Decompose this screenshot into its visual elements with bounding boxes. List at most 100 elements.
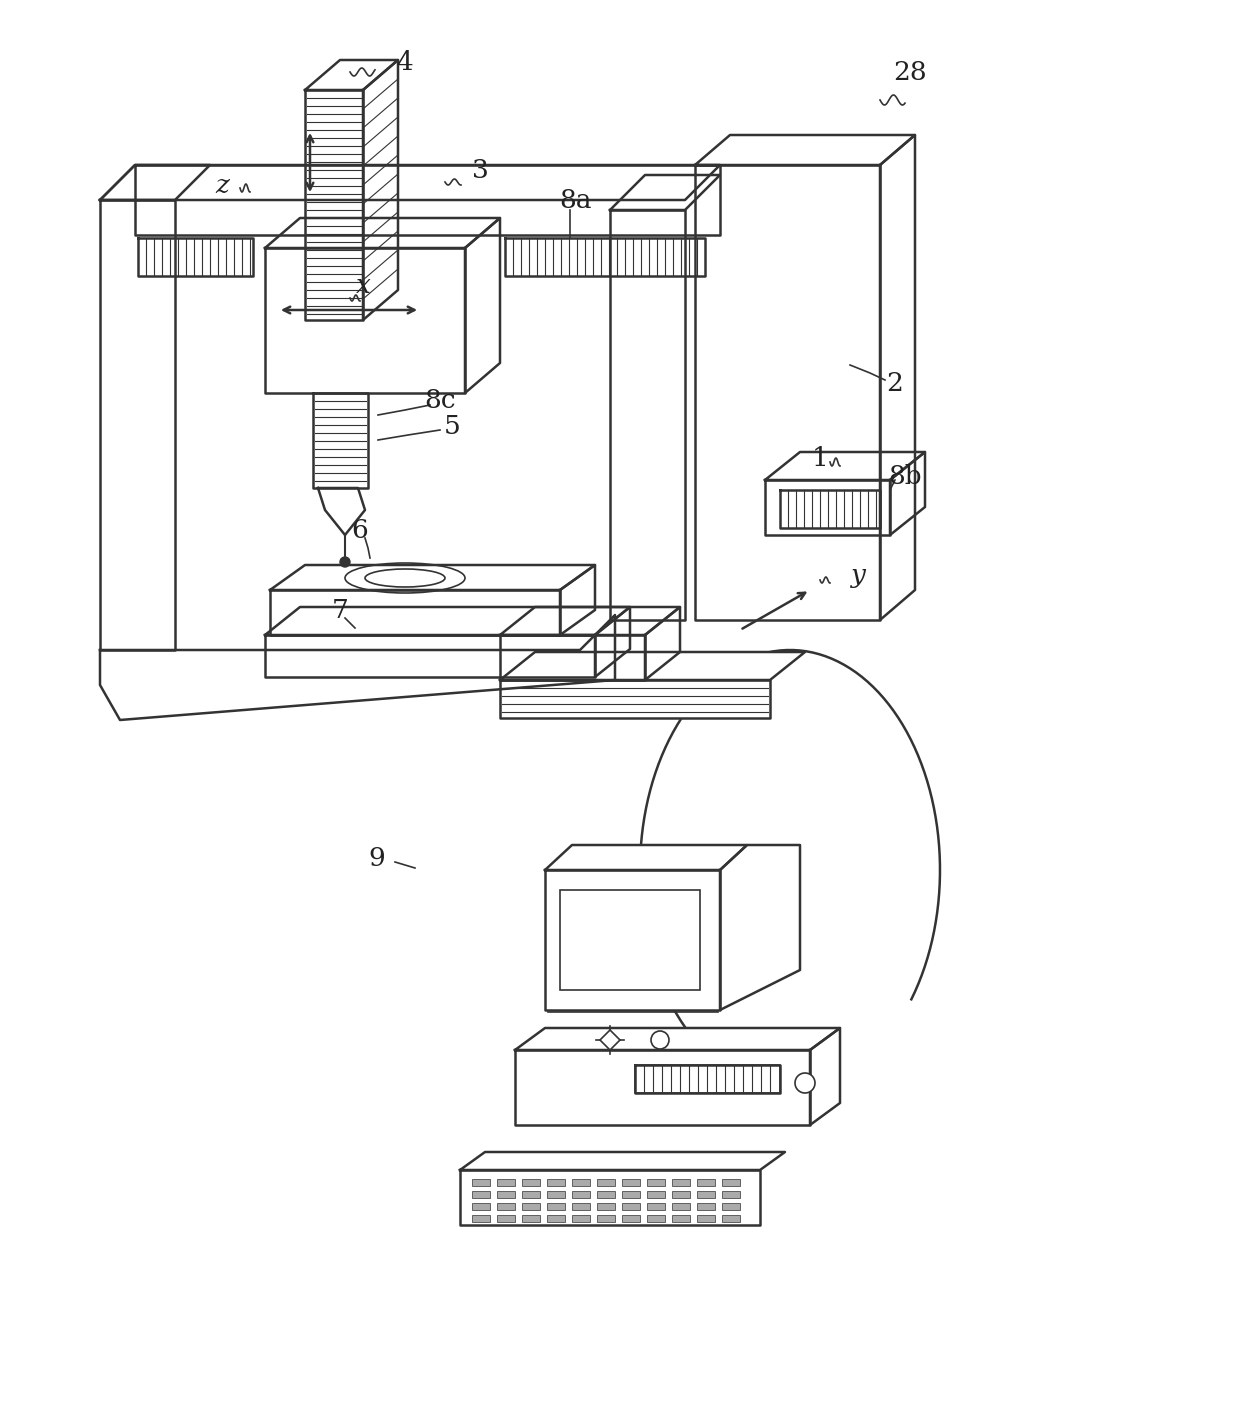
Bar — [547, 1215, 565, 1222]
Bar — [472, 1203, 490, 1210]
Text: 4: 4 — [397, 49, 413, 74]
Polygon shape — [610, 176, 720, 209]
Text: 8b: 8b — [888, 464, 921, 489]
Polygon shape — [500, 607, 680, 635]
Polygon shape — [363, 60, 398, 320]
Polygon shape — [595, 607, 630, 677]
Polygon shape — [270, 565, 595, 590]
Polygon shape — [100, 615, 615, 719]
Bar — [572, 1215, 590, 1222]
Bar — [672, 1191, 689, 1198]
Text: 8a: 8a — [559, 187, 593, 212]
Text: x: x — [356, 273, 371, 298]
Bar — [647, 1215, 665, 1222]
Text: 7: 7 — [331, 597, 348, 622]
Bar — [547, 1179, 565, 1186]
Polygon shape — [810, 1028, 839, 1125]
Bar — [596, 1179, 615, 1186]
Polygon shape — [305, 60, 398, 90]
Polygon shape — [270, 590, 560, 635]
Polygon shape — [460, 1170, 760, 1225]
Text: 3: 3 — [471, 157, 489, 183]
Bar — [572, 1179, 590, 1186]
Bar — [497, 1179, 515, 1186]
Polygon shape — [765, 481, 890, 535]
Bar — [522, 1203, 539, 1210]
Polygon shape — [546, 844, 746, 870]
Polygon shape — [265, 635, 595, 677]
Polygon shape — [500, 635, 645, 680]
Bar — [622, 1215, 640, 1222]
Text: 5: 5 — [444, 413, 460, 438]
Polygon shape — [780, 490, 880, 528]
Text: y: y — [851, 562, 866, 587]
Polygon shape — [880, 135, 915, 620]
Bar — [560, 889, 701, 991]
Bar — [622, 1203, 640, 1210]
Bar — [497, 1203, 515, 1210]
Polygon shape — [890, 452, 925, 535]
Bar — [472, 1191, 490, 1198]
Polygon shape — [765, 452, 925, 481]
Bar — [647, 1191, 665, 1198]
Polygon shape — [135, 164, 720, 235]
Polygon shape — [546, 870, 720, 1010]
Text: 2: 2 — [887, 371, 904, 395]
Bar — [697, 1215, 715, 1222]
Text: z: z — [215, 173, 229, 198]
Bar — [647, 1179, 665, 1186]
Circle shape — [340, 556, 350, 568]
Polygon shape — [500, 652, 805, 680]
Bar — [497, 1191, 515, 1198]
Polygon shape — [694, 135, 915, 164]
Polygon shape — [560, 565, 595, 635]
Bar — [722, 1191, 740, 1198]
Bar — [596, 1215, 615, 1222]
Bar — [697, 1179, 715, 1186]
Bar — [472, 1215, 490, 1222]
Bar — [722, 1179, 740, 1186]
Polygon shape — [265, 218, 500, 249]
Polygon shape — [460, 1152, 785, 1170]
Polygon shape — [505, 237, 706, 275]
Bar — [596, 1203, 615, 1210]
Bar — [497, 1215, 515, 1222]
Circle shape — [651, 1031, 670, 1050]
Bar — [622, 1191, 640, 1198]
Bar — [472, 1179, 490, 1186]
Polygon shape — [515, 1028, 839, 1050]
Polygon shape — [635, 1065, 780, 1093]
Bar — [522, 1215, 539, 1222]
Bar — [522, 1191, 539, 1198]
Polygon shape — [265, 607, 630, 635]
Bar — [672, 1179, 689, 1186]
Polygon shape — [317, 488, 365, 535]
Polygon shape — [500, 680, 770, 718]
Polygon shape — [138, 237, 253, 275]
Polygon shape — [100, 164, 210, 200]
Bar — [697, 1203, 715, 1210]
Text: 8c: 8c — [424, 388, 456, 413]
Text: 9: 9 — [368, 846, 386, 871]
Bar — [522, 1179, 539, 1186]
Polygon shape — [465, 218, 500, 393]
Polygon shape — [100, 164, 720, 200]
Bar — [672, 1203, 689, 1210]
Polygon shape — [635, 1065, 780, 1093]
Polygon shape — [515, 1050, 810, 1125]
Bar — [722, 1215, 740, 1222]
Polygon shape — [100, 200, 175, 651]
Polygon shape — [645, 607, 680, 680]
Bar — [697, 1191, 715, 1198]
Polygon shape — [265, 249, 465, 393]
Bar — [572, 1191, 590, 1198]
Bar — [547, 1191, 565, 1198]
Polygon shape — [610, 209, 684, 620]
Bar — [722, 1203, 740, 1210]
Bar — [596, 1191, 615, 1198]
Bar — [672, 1215, 689, 1222]
Polygon shape — [720, 844, 800, 1010]
Polygon shape — [312, 393, 368, 488]
Bar — [572, 1203, 590, 1210]
Text: 28: 28 — [893, 59, 926, 84]
